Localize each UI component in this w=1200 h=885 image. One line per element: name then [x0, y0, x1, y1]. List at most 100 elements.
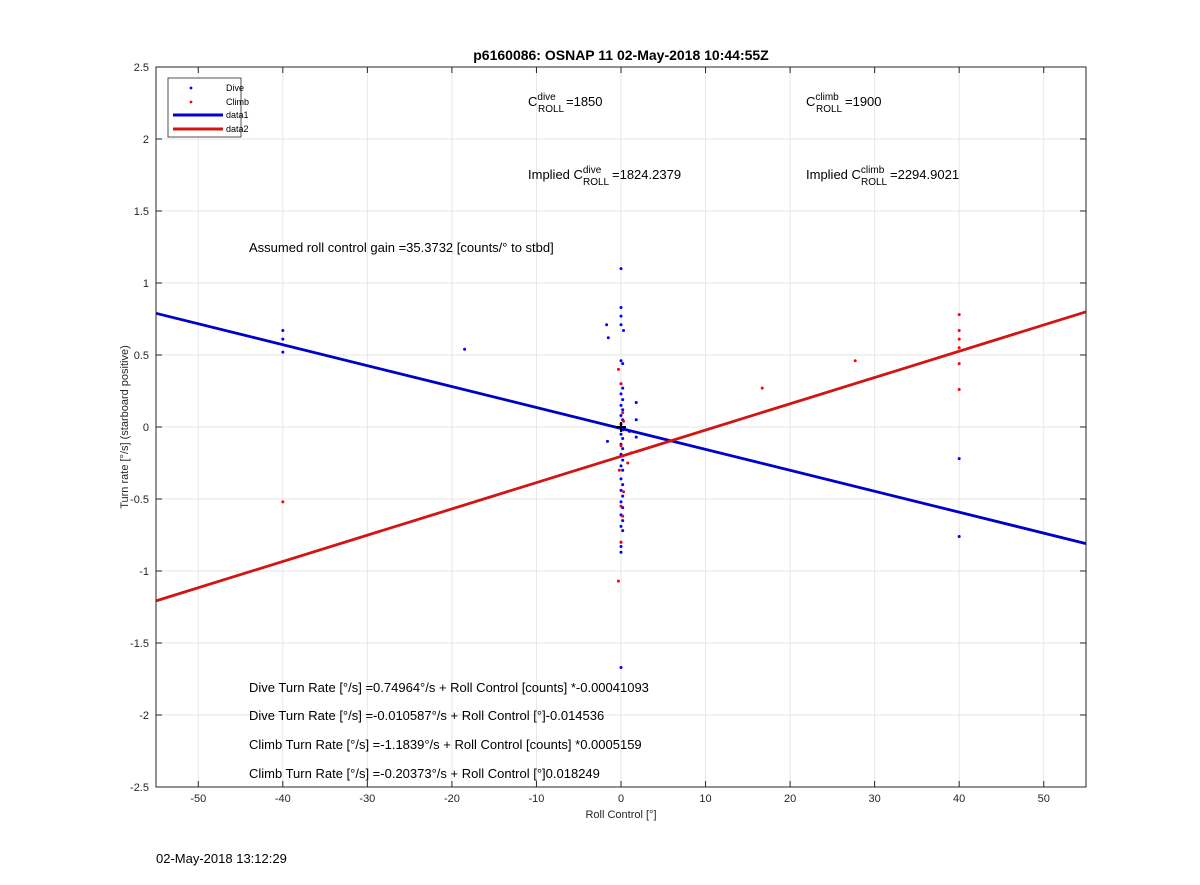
point-dive	[957, 534, 961, 538]
x-tick-label: 50	[1038, 793, 1050, 805]
point-climb	[619, 540, 623, 544]
point-dive	[621, 386, 625, 390]
point-dive	[621, 447, 625, 451]
chart-title: p6160086: OSNAP 11 02-May-2018 10:44:55Z	[473, 47, 769, 63]
point-climb	[957, 329, 961, 333]
point-dive	[621, 398, 625, 402]
x-tick-label: 30	[869, 793, 881, 805]
point-dive	[619, 665, 623, 669]
point-climb	[957, 313, 961, 317]
annotation-implied-dive: Implied Cdive ROLL=1824.2379	[528, 165, 681, 188]
point-dive	[619, 477, 623, 481]
point-dive	[621, 529, 625, 533]
point-dive	[605, 323, 609, 327]
legend-dive-marker	[189, 86, 193, 90]
y-axis-label: Turn rate [°/s] (starboard positive)	[119, 345, 131, 509]
y-tick-label: -0.5	[130, 494, 149, 506]
annotation-eq-line: Climb Turn Rate [°/s] =-0.20373°/s + Rol…	[249, 766, 600, 781]
y-tick-label: 1	[143, 278, 149, 290]
point-dive	[634, 435, 638, 439]
x-tick-label: 10	[699, 793, 711, 805]
annotation-eq-line: Dive Turn Rate [°/s] =0.74964°/s + Roll …	[249, 680, 649, 695]
point-dive	[619, 267, 623, 271]
point-dive	[619, 403, 623, 407]
point-dive	[619, 305, 623, 309]
legend-data1-label: data1	[226, 110, 249, 120]
point-dive	[957, 457, 961, 461]
point-dive	[621, 437, 625, 441]
legend-data2-label: data2	[226, 124, 249, 134]
x-tick-label: -20	[444, 793, 460, 805]
point-dive	[622, 329, 626, 333]
point-dive	[634, 401, 638, 405]
series-layer	[155, 267, 1087, 669]
point-dive	[621, 468, 625, 472]
footer-timestamp: 02-May-2018 13:12:29	[156, 851, 287, 866]
point-climb	[957, 362, 961, 366]
point-climb	[626, 461, 630, 465]
point-climb	[617, 468, 621, 472]
x-tick-label: -30	[359, 793, 375, 805]
point-climb	[621, 514, 625, 518]
axis-ticks: -50 -40 -30 -20 -10 0 10 20 30 40 50-2.5-2-1.5-1-0…	[130, 62, 1086, 805]
y-tick-label: -2.5	[130, 782, 149, 794]
point-climb	[957, 346, 961, 350]
point-dive	[619, 432, 623, 436]
legend: Dive Climb data1 data2	[167, 77, 249, 138]
plot-frame	[155, 66, 1087, 788]
point-climb	[621, 411, 625, 415]
point-climb	[760, 386, 764, 390]
y-tick-label: -2	[139, 710, 149, 722]
point-dive	[619, 359, 623, 363]
point-dive	[619, 545, 623, 549]
point-climb	[957, 388, 961, 392]
point-climb	[629, 451, 633, 455]
point-climb	[853, 359, 857, 363]
point-dive	[619, 392, 623, 396]
point-dive	[619, 488, 623, 492]
x-tick-label: -10	[529, 793, 545, 805]
point-dive	[281, 350, 285, 354]
x-tick-label: 0	[618, 793, 624, 805]
y-tick-label: 0	[143, 422, 149, 434]
point-dive	[463, 347, 467, 351]
point-dive	[621, 494, 625, 498]
point-dive	[619, 550, 623, 554]
point-climb	[622, 419, 626, 423]
point-climb	[621, 454, 625, 458]
legend-dive-label: Dive	[226, 83, 244, 93]
point-climb	[619, 504, 623, 508]
point-dive	[605, 439, 609, 443]
annotation-implied-climb: Implied Cclimb ROLL=2294.9021	[806, 165, 959, 188]
y-tick-label: 0.5	[134, 350, 149, 362]
y-tick-label: -1.5	[130, 638, 149, 650]
point-dive	[281, 337, 285, 341]
legend-climb-label: Climb	[226, 97, 249, 107]
point-dive	[634, 418, 638, 422]
point-climb	[616, 579, 620, 583]
point-dive	[621, 483, 625, 487]
annotation-gain: Assumed roll control gain =35.3732 [coun…	[249, 240, 554, 255]
annotation-c-climb: Cclimb ROLL=1900	[806, 92, 882, 115]
point-dive	[606, 336, 610, 340]
point-climb	[616, 367, 620, 371]
point-dive	[621, 519, 625, 523]
annotation-c-dive: Cdive ROLL=1850	[528, 92, 603, 115]
y-tick-label: 2	[143, 134, 149, 146]
x-tick-label: 20	[784, 793, 796, 805]
point-dive	[281, 329, 285, 333]
point-dive	[627, 429, 631, 433]
x-tick-label: -50	[190, 793, 206, 805]
y-tick-label: 1.5	[134, 206, 149, 218]
y-tick-label: 2.5	[134, 62, 149, 74]
legend-box	[167, 77, 242, 138]
y-tick-label: -1	[139, 566, 149, 578]
legend-climb-marker	[189, 100, 193, 104]
x-tick-label: 40	[953, 793, 965, 805]
annotation-eq-line: Climb Turn Rate [°/s] =-1.1839°/s + Roll…	[249, 737, 642, 752]
x-axis-label: Roll Control [°]	[585, 809, 656, 821]
point-climb	[622, 490, 626, 494]
point-dive	[619, 464, 623, 468]
origin-cross-marker	[616, 422, 626, 432]
